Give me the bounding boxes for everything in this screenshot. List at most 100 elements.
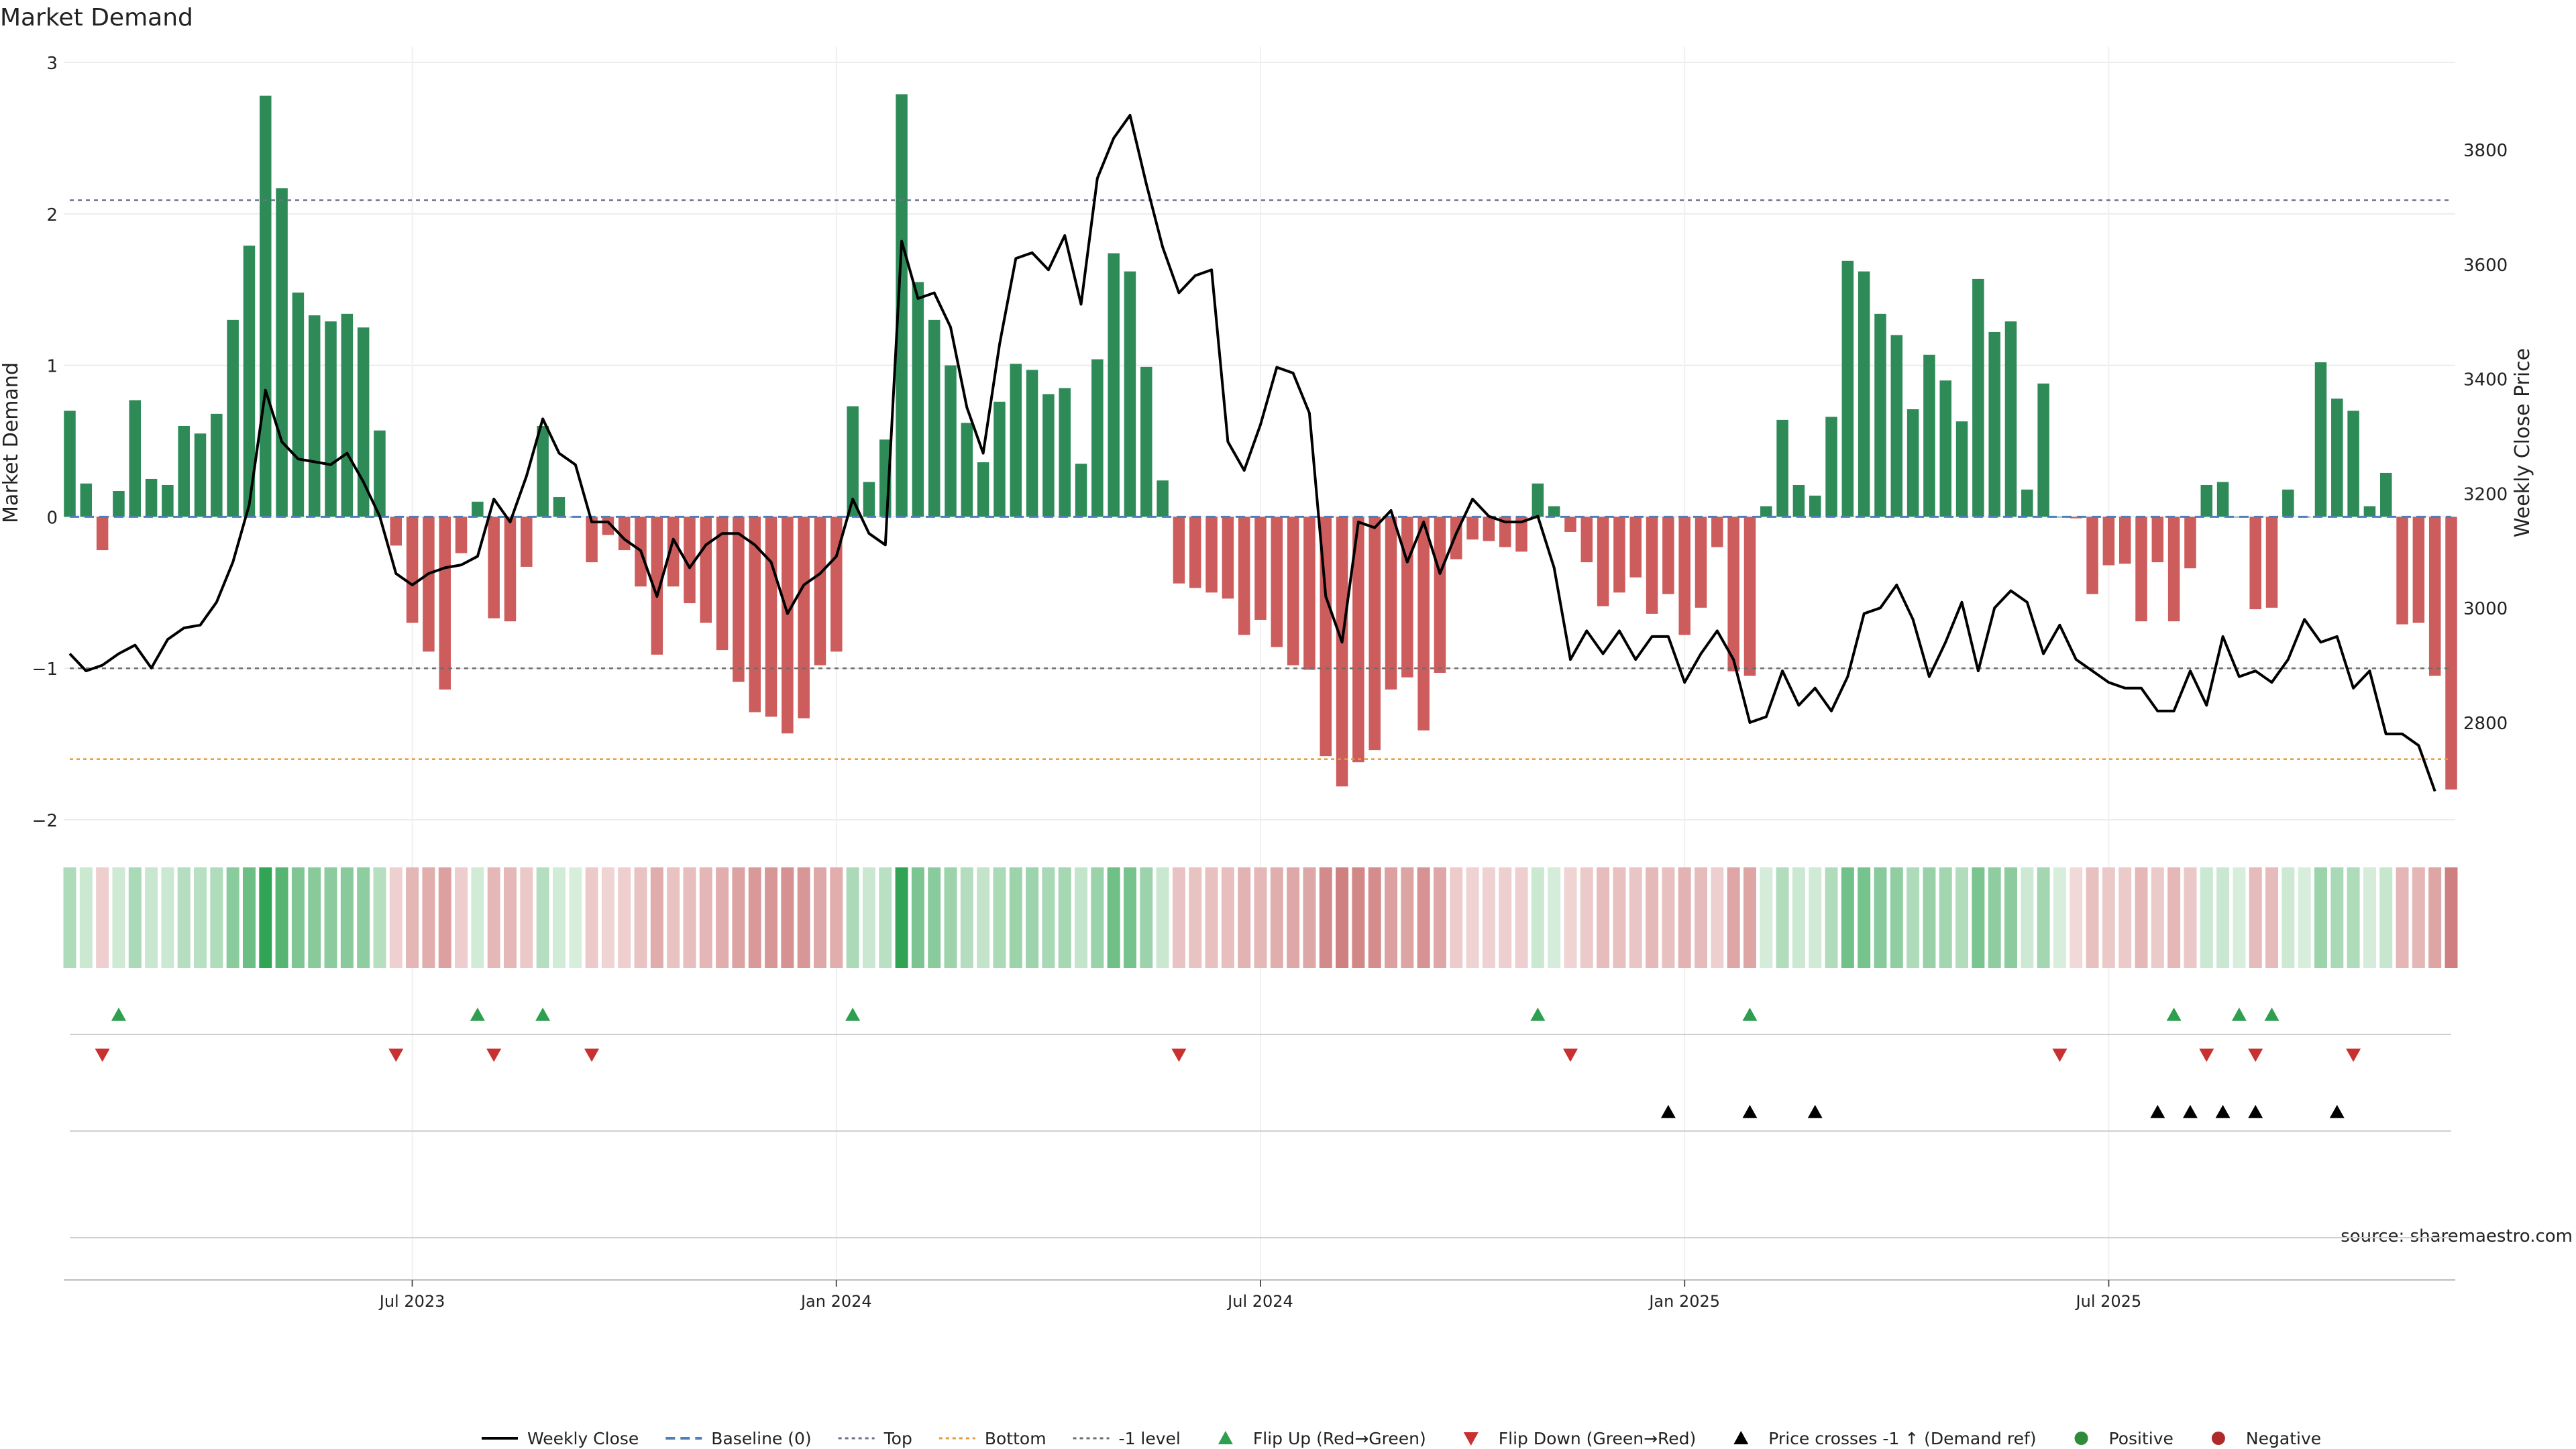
demand-bar: [80, 483, 93, 517]
demand-strip-cell: [487, 867, 500, 968]
demand-bar: [2216, 482, 2229, 517]
demand-bar: [1401, 517, 1413, 678]
demand-strip-cell: [1482, 867, 1495, 968]
demand-bar: [2086, 517, 2098, 594]
demand-bar: [1727, 517, 1739, 672]
demand-strip-cell: [1841, 867, 1854, 968]
demand-strip-cell: [2233, 867, 2246, 968]
demand-strip-cell: [2167, 867, 2181, 968]
demand-bar: [2037, 383, 2049, 517]
legend-swatch: [1218, 1431, 1233, 1444]
demand-strip-cell: [2363, 867, 2376, 968]
y-tick-label: −2: [32, 811, 58, 831]
y-tick-label: −1: [32, 659, 58, 680]
demand-strip-cell: [1972, 867, 1985, 968]
demand-bar: [113, 491, 125, 517]
demand-bar: [1858, 271, 1870, 517]
demand-strip-cell: [1058, 867, 1071, 968]
demand-bar: [2135, 517, 2147, 622]
demand-strip-cell: [2053, 867, 2066, 968]
y-tick-label: 3: [46, 54, 58, 74]
chart-title: Market Demand: [0, 4, 193, 32]
demand-bar: [2249, 517, 2261, 610]
demand-strip-cell: [1287, 867, 1300, 968]
demand-strip-cell: [977, 867, 990, 968]
demand-strip-cell: [438, 867, 451, 968]
demand-strip-cell: [1580, 867, 1593, 968]
demand-bar: [1010, 364, 1022, 517]
demand-strip-cell: [308, 867, 321, 968]
demand-bar: [64, 411, 76, 517]
demand-bar: [749, 517, 761, 712]
demand-strip-cell: [1858, 867, 1871, 968]
demand-bar: [1548, 506, 1560, 517]
flip-marker: [1742, 1105, 1758, 1118]
demand-strip-cell: [748, 867, 761, 968]
demand-strip-cell: [1662, 867, 1675, 968]
demand-bar: [2331, 398, 2343, 517]
demand-bar: [1907, 409, 1919, 517]
demand-strip-cell: [683, 867, 696, 968]
demand-strip-cell: [1564, 867, 1577, 968]
demand-bar: [1923, 354, 1935, 517]
demand-strip-cell: [1238, 867, 1251, 968]
demand-bar: [96, 517, 109, 551]
demand-bar: [129, 400, 142, 517]
demand-strip-cell: [1629, 867, 1642, 968]
legend-swatch: [2211, 1432, 2225, 1445]
demand-bar: [1629, 517, 1642, 578]
demand-bar: [684, 517, 696, 604]
demand-bar: [1466, 517, 1479, 540]
flip-marker: [584, 1049, 600, 1062]
demand-bar: [1385, 517, 1397, 690]
demand-strip-cell: [128, 867, 142, 968]
legend-label: -1 level: [1119, 1429, 1181, 1448]
demand-strip-cell: [1907, 867, 1920, 968]
demand-strip-cell: [275, 867, 288, 968]
demand-strip-cell: [177, 867, 191, 968]
demand-bar: [2151, 517, 2164, 563]
demand-strip-cell: [471, 867, 484, 968]
legend-label: Price crosses -1 ↑ (Demand ref): [1768, 1429, 2036, 1448]
demand-bar: [814, 517, 826, 665]
demand-bar: [357, 327, 370, 517]
demand-bar: [994, 401, 1006, 517]
demand-strip-cell: [2135, 867, 2148, 968]
x-tick-label: Jan 2025: [1648, 1292, 1720, 1311]
flip-marker: [2052, 1049, 2068, 1062]
demand-bar: [912, 282, 924, 517]
demand-strip-cell: [161, 867, 174, 968]
demand-bar: [1157, 480, 1169, 517]
demand-strip-cell: [2428, 867, 2442, 968]
demand-strip-cell: [2298, 867, 2311, 968]
demand-bar: [178, 425, 190, 517]
demand-bar: [1075, 464, 1087, 517]
legend-swatch: [2074, 1432, 2088, 1445]
flip-marker: [1562, 1049, 1578, 1062]
demand-strip-cell: [1792, 867, 1805, 968]
demand-bar: [423, 517, 435, 652]
demand-strip-cell: [2314, 867, 2327, 968]
demand-strip-cell: [2216, 867, 2230, 968]
demand-strip-cell: [1760, 867, 1773, 968]
demand-strip-cell: [210, 867, 223, 968]
demand-strip-cell: [797, 867, 810, 968]
demand-strip-cell: [1499, 867, 1512, 968]
flip-marker: [2150, 1105, 2165, 1118]
demand-strip-cell: [242, 867, 256, 968]
demand-bar: [406, 517, 419, 623]
demand-strip-cell: [1385, 867, 1398, 968]
demand-bar: [2396, 517, 2408, 625]
legend-label: Weekly Close: [527, 1429, 639, 1448]
demand-bar: [521, 517, 533, 567]
x-tick-label: Jan 2024: [800, 1292, 872, 1311]
demand-strip-cell: [1776, 867, 1789, 968]
demand-strip-cell: [357, 867, 370, 968]
demand-strip-cell: [63, 867, 76, 968]
demand-bar: [2004, 321, 2017, 517]
demand-bar: [782, 517, 794, 734]
demand-strip-cell: [2200, 867, 2213, 968]
demand-bar: [1939, 380, 1951, 517]
demand-strip-cell: [1270, 867, 1283, 968]
y2-tick-label: 3600: [2463, 256, 2508, 276]
